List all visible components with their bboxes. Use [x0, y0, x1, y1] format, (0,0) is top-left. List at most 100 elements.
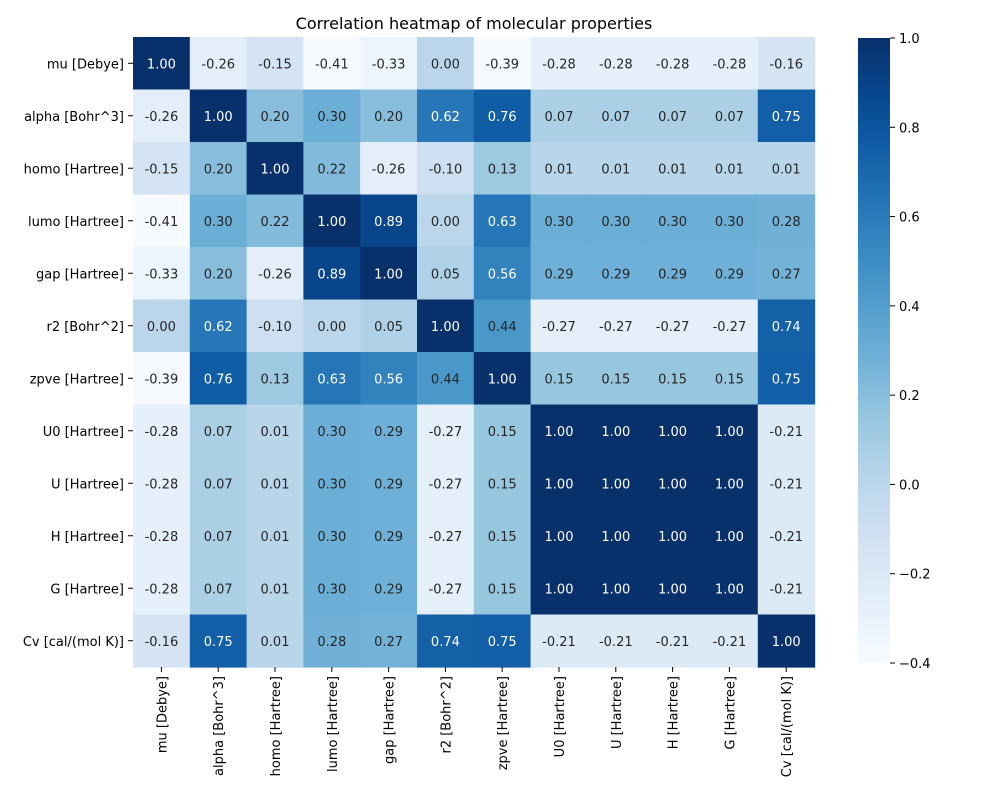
cell-value-label: -0.21	[769, 425, 803, 440]
heatmap-cell	[303, 194, 361, 248]
x-tick-label: homo [Hartree]	[269, 676, 284, 776]
heatmap-cell	[644, 89, 702, 143]
cell-value-label: 0.00	[431, 57, 460, 72]
y-tick-label: r2 [Bohr^2]	[46, 320, 124, 335]
heatmap-cell	[417, 247, 475, 301]
heatmap-cell	[246, 614, 304, 668]
cell-value-label: 1.00	[204, 110, 233, 125]
heatmap-cell	[133, 194, 191, 248]
heatmap-cell	[530, 457, 588, 511]
cell-value-label: 1.00	[317, 215, 346, 230]
heatmap-cell	[417, 194, 475, 248]
heatmap-cell	[644, 194, 702, 248]
cell-value-label: 0.07	[545, 110, 574, 125]
cell-value-label: -0.27	[429, 530, 463, 545]
colorbar-tick-label: 0.6	[899, 211, 920, 226]
cell-value-label: 1.00	[601, 582, 630, 597]
cell-value-label: 0.29	[658, 267, 687, 282]
cell-value-label: -0.16	[145, 635, 179, 650]
cell-value-label: -0.28	[656, 57, 690, 72]
heatmap-cell	[189, 352, 248, 406]
cell-value-label: 1.00	[545, 530, 574, 545]
cell-value-label: 0.29	[374, 582, 403, 597]
colorbar-tick-label: 0.4	[899, 300, 920, 315]
heatmap-cell	[473, 247, 532, 301]
cell-value-label: 0.30	[317, 582, 346, 597]
cell-value-label: -0.39	[145, 372, 179, 387]
x-tick-label: mu [Debye]	[155, 676, 170, 753]
y-tick-label: lumo [Hartree]	[28, 215, 124, 230]
heatmap-cell	[757, 37, 816, 91]
cell-value-label: -0.21	[769, 582, 803, 597]
cell-value-label: 0.89	[317, 267, 346, 282]
cell-value-label: 0.63	[488, 215, 517, 230]
heatmap-cell	[189, 142, 248, 196]
heatmap-cell	[246, 404, 304, 458]
cell-value-label: 0.29	[545, 267, 574, 282]
cell-value-label: 0.01	[715, 162, 744, 177]
heatmap-cell	[303, 142, 361, 196]
heatmap-cell	[587, 509, 645, 563]
heatmap-cell	[701, 247, 759, 301]
heatmap-cell	[246, 352, 304, 406]
cell-value-label: -0.28	[599, 57, 633, 72]
y-tick-label: zpve [Hartree]	[30, 372, 124, 387]
heatmap-cell	[417, 37, 475, 91]
cell-value-label: 1.00	[715, 582, 744, 597]
cell-value-label: 0.22	[317, 162, 346, 177]
cell-value-label: 0.75	[204, 635, 233, 650]
heatmap-cell	[473, 614, 532, 668]
heatmap-cell	[360, 299, 418, 353]
heatmap-cell	[189, 562, 248, 616]
heatmap-cell	[757, 142, 816, 196]
cell-value-label: -0.21	[769, 477, 803, 492]
cell-value-label: 0.30	[601, 215, 630, 230]
x-tick-label: alpha [Bohr^3]	[212, 676, 227, 776]
cell-value-label: 1.00	[658, 530, 687, 545]
cell-value-label: -0.21	[656, 635, 690, 650]
chart-title: Correlation heatmap of molecular propert…	[296, 14, 653, 33]
cell-value-label: -0.10	[429, 162, 463, 177]
heatmap-cell	[757, 614, 816, 668]
cell-value-label: -0.28	[145, 530, 179, 545]
cell-value-label: 0.44	[431, 372, 460, 387]
heatmap-cell	[133, 562, 191, 616]
cell-value-label: 0.01	[601, 162, 630, 177]
heatmap-cells: 1.00 -0.26 -0.15 -0.41 -0.33 0.00 -0.39 -0.28 -0…	[133, 37, 816, 668]
heatmap-cell	[417, 562, 475, 616]
cell-value-label: 0.56	[374, 372, 403, 387]
heatmap-cell	[473, 37, 532, 91]
cell-value-label: -0.26	[201, 57, 235, 72]
y-tick-label: H [Hartree]	[51, 530, 124, 545]
heatmap-cell	[587, 299, 645, 353]
cell-value-label: 0.30	[317, 425, 346, 440]
heatmap-cell	[530, 299, 588, 353]
x-tick-label: zpve [Hartree]	[496, 676, 511, 770]
heatmap-cell	[701, 89, 759, 143]
heatmap-cell	[360, 352, 418, 406]
column-labels: mu [Debye] alpha [Bohr^3] homo [Hartree] lu…	[155, 667, 795, 777]
cell-value-label: 0.62	[431, 110, 460, 125]
cell-value-label: 0.20	[204, 267, 233, 282]
heatmap-cell	[530, 509, 588, 563]
cell-value-label: 1.00	[431, 320, 460, 335]
y-tick-label: U0 [Hartree]	[43, 425, 124, 440]
cell-value-label: 0.01	[261, 425, 290, 440]
heatmap-cell	[701, 299, 759, 353]
cell-value-label: 0.56	[488, 267, 517, 282]
cell-value-label: -0.10	[258, 320, 292, 335]
cell-value-label: 0.01	[658, 162, 687, 177]
heatmap-cell	[303, 614, 361, 668]
heatmap-cell	[587, 457, 645, 511]
y-tick-label: U [Hartree]	[51, 477, 124, 492]
heatmap-cell	[530, 37, 588, 91]
heatmap-cell	[644, 404, 702, 458]
y-tick-label: Cv [cal/(mol K)]	[23, 635, 124, 650]
heatmap-cell	[644, 247, 702, 301]
cell-value-label: 0.76	[204, 372, 233, 387]
heatmap-cell	[417, 299, 475, 353]
heatmap-cell	[246, 509, 304, 563]
cell-value-label: 1.00	[658, 477, 687, 492]
colorbar-tick-label: 1.0	[899, 32, 920, 47]
